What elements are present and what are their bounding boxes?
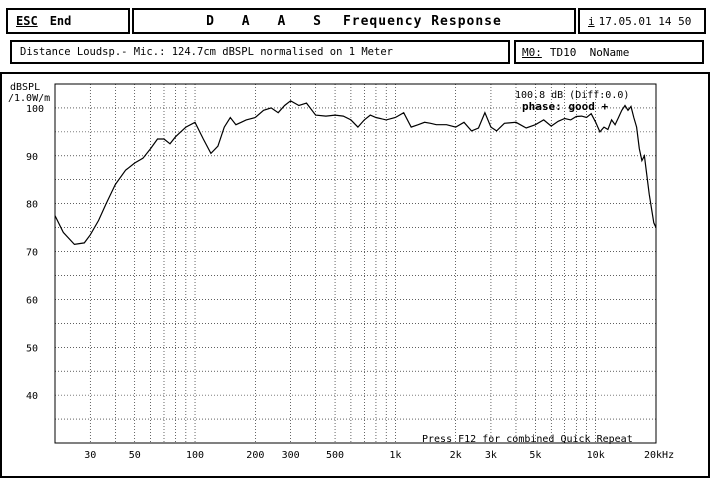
series-line-frequency-response	[54, 100, 657, 246]
measurement-description: Distance Loudsp.- Mic.: 124.7cm dBSPL no…	[20, 46, 393, 58]
menu-box: ESC End	[6, 8, 130, 34]
y-axis-label-line1: dBSPL	[10, 82, 40, 93]
x-tick-label: 200	[246, 450, 264, 461]
end-button[interactable]: End	[49, 14, 72, 28]
phase-readout: phase: good +	[522, 100, 608, 113]
x-tick-label: 20kHz	[644, 450, 674, 461]
y-tick-label: 40	[26, 391, 38, 402]
x-tick-label: 2k	[450, 450, 462, 461]
memory-value: TD10 NoName	[549, 45, 630, 59]
datetime: 17.05.01 14 50	[598, 14, 692, 28]
y-tick-label: 50	[26, 343, 38, 354]
x-tick-label: 300	[282, 450, 300, 461]
plot-frame	[0, 72, 710, 478]
x-tick-label: 3k	[485, 450, 497, 461]
x-tick-label: 1k	[389, 450, 401, 461]
title-bar: D A A S Frequency Response	[132, 8, 576, 34]
level-readout: 100.8 dB (Diff:0.0)	[515, 90, 629, 101]
memory-box: M0: TD10 NoName	[514, 40, 704, 64]
y-tick-label: 100	[26, 104, 44, 115]
plot-area-border	[54, 83, 657, 444]
datetime-box: i 17.05.01 14 50	[578, 8, 706, 34]
y-tick-label: 70	[26, 248, 38, 259]
x-tick-label: 100	[186, 450, 204, 461]
esc-button[interactable]: ESC	[16, 14, 38, 28]
description-box: Distance Loudsp.- Mic.: 124.7cm dBSPL no…	[10, 40, 510, 64]
y-axis-label-line2: /1.0W/m	[8, 93, 50, 104]
y-tick-label: 60	[26, 295, 38, 306]
x-tick-label: 30	[84, 450, 96, 461]
x-tick-label: 500	[326, 450, 344, 461]
x-tick-label: 50	[129, 450, 141, 461]
page-title: Frequency Response	[342, 13, 502, 29]
footer-hint: Press F12 for combined Quick Repeat	[422, 434, 633, 445]
x-tick-label: 10k	[587, 450, 605, 461]
info-icon[interactable]: i	[588, 14, 595, 28]
y-tick-label: 80	[26, 200, 38, 211]
memory-label[interactable]: M0:	[522, 45, 542, 59]
x-tick-label: 5k	[529, 450, 541, 461]
app-name: D A A S	[206, 13, 331, 29]
y-tick-label: 90	[26, 152, 38, 163]
